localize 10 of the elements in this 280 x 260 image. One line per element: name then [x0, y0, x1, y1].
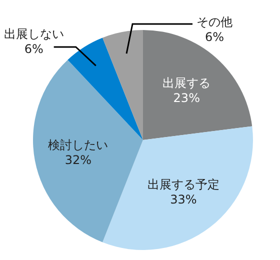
slice-label: 出展する予定 [147, 178, 220, 192]
data-label: 23% [173, 90, 200, 105]
slice-label: その他 [196, 15, 233, 29]
data-label: 6% [24, 42, 44, 56]
data-label: 32% [64, 152, 92, 167]
data-label: 6% [204, 30, 224, 44]
slice-label: 出展しない [4, 27, 64, 41]
slice-label: 出展する [162, 76, 211, 90]
slice: 検討したい 32% [33, 60, 143, 242]
data-label: 33% [170, 192, 197, 207]
